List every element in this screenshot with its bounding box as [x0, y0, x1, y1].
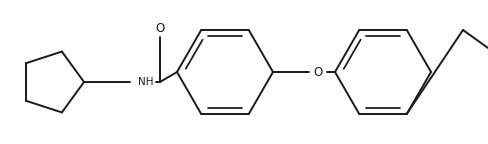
- Text: NH: NH: [138, 77, 154, 87]
- Text: O: O: [155, 21, 164, 35]
- Text: O: O: [313, 66, 323, 78]
